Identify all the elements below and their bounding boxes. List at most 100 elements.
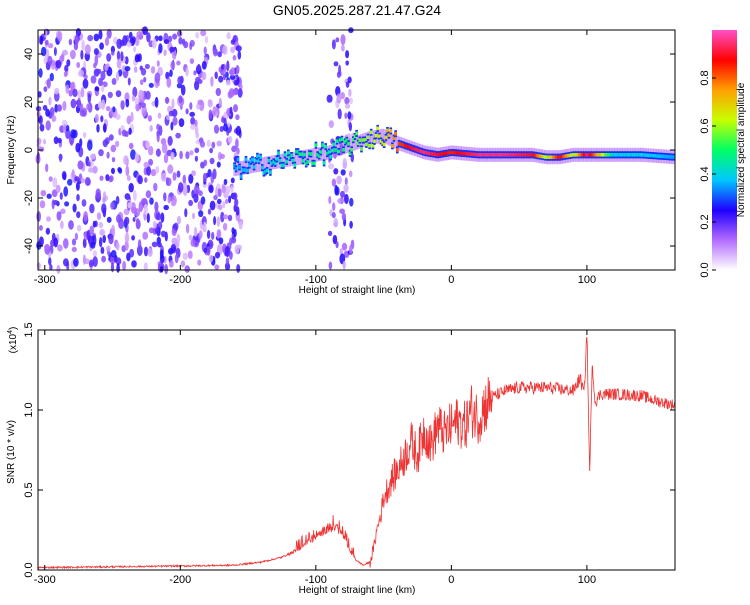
ridge-core	[451, 150, 454, 155]
noise-blob	[116, 50, 121, 61]
ridge-core	[239, 174, 243, 179]
ridge-core	[516, 153, 519, 157]
noise-blob	[160, 172, 167, 182]
noise-blob	[57, 137, 62, 144]
noise-blob	[130, 202, 136, 213]
noise-blob	[344, 112, 348, 119]
noise-blob	[116, 214, 122, 224]
ridge-core	[287, 151, 290, 155]
ridge-core	[503, 153, 506, 157]
ridge-core	[238, 165, 241, 169]
ridge-halo	[244, 160, 248, 175]
ridge-core	[446, 151, 449, 155]
noise-blob	[231, 227, 235, 234]
ridge-core	[646, 153, 649, 158]
ridge-core	[462, 151, 466, 156]
noise-blob	[226, 32, 231, 40]
noise-blob	[172, 172, 177, 181]
noise-blob	[333, 61, 339, 67]
noise-blob	[227, 214, 233, 222]
noise-blob	[220, 64, 225, 70]
noise-blob	[139, 79, 144, 86]
noise-blob	[49, 107, 55, 117]
noise-blob	[131, 235, 136, 241]
noise-blob	[342, 158, 347, 168]
noise-blob	[110, 144, 117, 153]
noise-blob	[211, 141, 216, 149]
noise-blob	[111, 157, 116, 163]
ridge-core	[418, 149, 422, 153]
ridge-core	[617, 153, 620, 157]
ridge-halo	[239, 161, 243, 175]
noise-blob	[237, 50, 242, 60]
noise-blob	[54, 87, 60, 95]
noise-blob	[77, 89, 82, 100]
ridge-core	[584, 153, 588, 157]
ridge-core	[321, 143, 324, 147]
ridge-core	[482, 153, 485, 157]
noise-blob	[198, 190, 203, 197]
noise-blob	[115, 90, 122, 98]
noise-blob	[38, 68, 43, 78]
y-tick-label: 0.5	[23, 482, 35, 497]
spectrogram-y-ticks: -40 -20 0 20 40	[23, 48, 675, 254]
ridge-halo	[340, 141, 344, 155]
noise-blob	[156, 131, 160, 143]
noise-blob	[59, 192, 63, 200]
noise-blob	[53, 237, 58, 248]
ridge-core	[301, 159, 305, 163]
ridge-core	[613, 153, 617, 157]
noise-blob	[110, 201, 115, 210]
noise-blob	[160, 212, 165, 223]
ridge-core	[394, 131, 397, 136]
noise-blob	[137, 175, 143, 185]
noise-blob	[230, 46, 236, 53]
noise-blob	[54, 103, 58, 113]
ridge-core	[322, 161, 326, 165]
noise-blob	[48, 257, 52, 266]
ridge-core	[381, 140, 384, 145]
ridge-core	[298, 152, 301, 156]
noise-blob	[331, 39, 336, 50]
noise-blob	[219, 153, 226, 159]
ridge-core	[365, 142, 368, 147]
ridge-core	[376, 126, 379, 131]
noise-blob	[94, 220, 98, 228]
noise-blob	[81, 199, 87, 207]
noise-blob	[61, 170, 67, 180]
ridge-core	[234, 167, 238, 171]
noise-blob	[120, 100, 125, 110]
ridge-core	[506, 153, 510, 157]
ridge-core	[313, 161, 316, 166]
noise-blob	[167, 196, 172, 204]
ridge-core	[422, 150, 425, 154]
ridge-core	[474, 152, 477, 157]
noise-blob	[131, 36, 136, 43]
ridge-core	[469, 152, 472, 156]
noise-blob	[98, 221, 104, 229]
ridge-core	[288, 155, 292, 160]
noise-blob	[348, 170, 353, 178]
noise-blob	[337, 108, 342, 120]
noise-blob	[99, 42, 104, 50]
noise-blob	[131, 95, 136, 102]
noise-blob	[111, 167, 115, 175]
noise-blob	[63, 124, 67, 134]
ridge-core	[361, 138, 365, 142]
noise-blob	[175, 132, 181, 139]
noise-blob	[172, 116, 178, 126]
noise-blob	[163, 153, 169, 164]
noise-blob	[115, 140, 120, 148]
noise-blob	[127, 77, 131, 86]
noise-blob	[170, 121, 174, 131]
noise-blob	[185, 108, 189, 115]
noise-blob	[45, 108, 50, 117]
noise-blob	[328, 261, 333, 270]
ridge-core	[343, 140, 347, 144]
noise-blob	[105, 174, 110, 182]
noise-blob	[101, 203, 107, 214]
noise-blob	[340, 34, 346, 46]
noise-blob	[123, 155, 129, 165]
x-tick-label: -100	[305, 574, 327, 586]
ridge-halo	[293, 151, 297, 166]
